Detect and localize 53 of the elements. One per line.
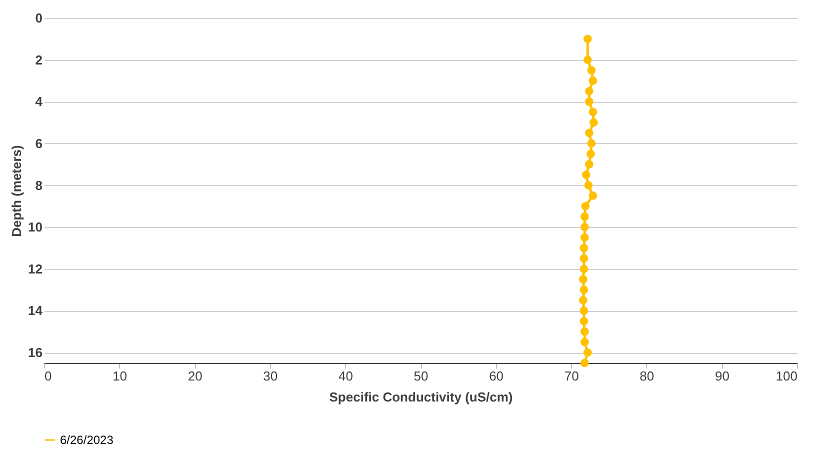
x-tick-label: 10 xyxy=(112,368,128,384)
point xyxy=(588,76,598,85)
point xyxy=(588,192,598,200)
x-tick-label: 50 xyxy=(414,368,428,384)
y-tick-label: 12 xyxy=(28,261,42,276)
point xyxy=(580,212,589,221)
y-tick-label: 6 xyxy=(35,136,42,151)
point xyxy=(584,97,594,106)
point xyxy=(580,317,588,326)
point xyxy=(580,264,588,274)
y-tick-label: 4 xyxy=(35,94,44,110)
point xyxy=(580,327,589,336)
point xyxy=(588,108,598,116)
y-tick-label: 2 xyxy=(35,52,42,68)
x-tick-label: 30 xyxy=(263,368,278,384)
y-tick-label: 0 xyxy=(35,10,42,26)
x-tick-label: 70 xyxy=(564,368,579,384)
point xyxy=(587,66,596,74)
point xyxy=(580,286,588,294)
y-tick-label: 10 xyxy=(28,220,42,235)
legend-label: 6/26/2023 xyxy=(60,433,114,447)
point xyxy=(586,150,595,158)
x-tick-label: 90 xyxy=(714,368,730,384)
point xyxy=(584,160,594,169)
point xyxy=(590,118,598,127)
point xyxy=(580,306,588,315)
x-tick-label: 40 xyxy=(338,368,353,384)
x-axis-title: Specific Conductivity (uS/cm) xyxy=(329,390,513,404)
point xyxy=(578,296,588,304)
point xyxy=(580,254,588,263)
y-tick-label: 8 xyxy=(35,178,42,193)
point xyxy=(578,275,588,284)
y-tick-label: 14 xyxy=(28,303,44,318)
point xyxy=(584,87,594,96)
x-tick-label: 60 xyxy=(489,368,504,384)
point xyxy=(580,244,588,252)
x-tick-label: 20 xyxy=(188,368,202,384)
point xyxy=(580,222,589,232)
point xyxy=(583,348,592,357)
point xyxy=(580,233,589,242)
point xyxy=(587,139,596,148)
y-tick-label: 16 xyxy=(28,345,42,360)
point xyxy=(581,202,590,210)
point xyxy=(584,181,593,190)
point xyxy=(580,338,589,346)
point xyxy=(582,170,590,179)
point xyxy=(584,128,594,138)
x-tick-label: 100 xyxy=(776,368,798,384)
x-tick-label: 80 xyxy=(640,368,654,384)
point xyxy=(583,56,592,64)
y-axis-title: Depth (meters) xyxy=(9,145,24,237)
point xyxy=(580,358,589,368)
point xyxy=(583,34,592,44)
